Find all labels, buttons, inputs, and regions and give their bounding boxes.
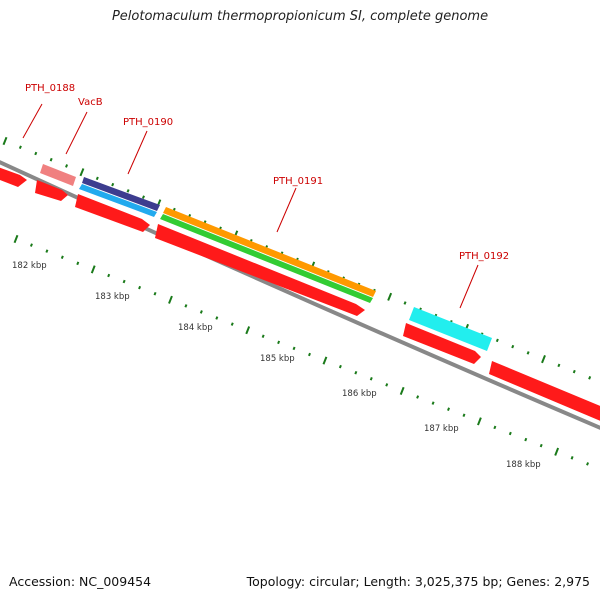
gene-cds-0187[interactable] — [0, 166, 27, 187]
inner-tick — [45, 249, 49, 253]
inner-tick — [354, 370, 358, 375]
inner-tick — [168, 295, 173, 304]
outer-tick — [49, 157, 53, 162]
label-vacb[interactable]: VacB — [78, 97, 103, 108]
gene-cds-0192[interactable] — [403, 323, 481, 364]
inner-tick — [399, 386, 405, 396]
outer-tick — [141, 195, 145, 199]
gene-feature-0190-blue[interactable] — [79, 184, 157, 217]
outer-tick — [495, 338, 499, 343]
scale-label-183: 183 kbp — [95, 292, 130, 302]
callout-pth-0192 — [459, 264, 479, 309]
outer-tick — [79, 168, 85, 177]
scale-labels: 182 kbp 183 kbp 184 kbp 185 kbp 186 kbp … — [12, 261, 541, 470]
inner-tick — [308, 352, 311, 357]
map-title: Pelotomaculum thermopropionicum SI, comp… — [111, 9, 489, 24]
gene-feature-0190-navy[interactable] — [82, 177, 160, 211]
inner-tick — [462, 413, 466, 418]
callout-pth-0190 — [127, 130, 148, 175]
label-pth-0190[interactable]: PTH_0190 — [123, 117, 173, 128]
label-pth-0191[interactable]: PTH_0191 — [273, 176, 323, 187]
gene-cds-0190[interactable] — [75, 194, 150, 232]
inner-tick — [322, 356, 328, 365]
inner-tick — [76, 261, 80, 266]
inner-tick — [447, 407, 451, 411]
inner-tick — [277, 340, 281, 345]
gene-feature-0191-green[interactable] — [160, 214, 373, 303]
inner-tick — [539, 443, 543, 448]
inner-tick — [385, 383, 389, 387]
outer-tick — [557, 363, 561, 368]
gene-features[interactable] — [0, 164, 600, 425]
inner-tick — [261, 334, 265, 339]
inner-tick — [230, 322, 234, 326]
inner-tick — [90, 265, 96, 274]
accession-text: Accession: NC_009454 — [9, 574, 152, 589]
outer-tick — [126, 189, 130, 193]
outer-tick — [95, 176, 99, 181]
scale-label-182: 182 kbp — [12, 261, 47, 271]
inner-tick — [416, 395, 420, 399]
inner-tick — [292, 346, 296, 351]
outer-tick — [588, 376, 592, 380]
outer-tick — [511, 344, 515, 349]
inner-tick — [338, 364, 342, 369]
outer-tick — [18, 145, 22, 149]
label-pth-0192[interactable]: PTH_0192 — [459, 251, 509, 262]
outer-tick — [65, 164, 69, 168]
inner-tick — [60, 255, 64, 259]
outer-tick — [387, 292, 393, 301]
outer-tick — [572, 369, 576, 374]
gene-cds-0188[interactable] — [35, 180, 68, 201]
inner-tick — [554, 447, 560, 456]
inner-tick — [29, 243, 33, 247]
scale-label-184: 184 kbp — [178, 323, 213, 333]
outer-tick-track — [2, 136, 592, 380]
inner-tick-track — [13, 234, 590, 466]
inner-tick — [508, 431, 512, 436]
inner-tick — [570, 456, 574, 460]
label-callouts — [22, 103, 479, 309]
inner-tick — [13, 234, 19, 244]
gene-labels: PTH_0188 VacB PTH_0190 PTH_0191 PTH_0192 — [25, 83, 509, 262]
inner-tick — [199, 310, 203, 314]
inner-tick — [431, 401, 435, 405]
gene-feature-0192-cyan[interactable] — [409, 307, 492, 351]
inner-tick — [153, 291, 157, 296]
inner-tick — [107, 273, 111, 278]
inner-tick — [138, 285, 142, 290]
inner-tick — [524, 437, 528, 442]
callout-vacb — [65, 111, 88, 155]
outer-tick — [403, 301, 407, 305]
inner-tick — [122, 279, 126, 284]
outer-tick — [34, 151, 38, 156]
outer-tick — [541, 355, 546, 364]
outer-tick — [111, 182, 115, 187]
gene-cds-0193[interactable] — [489, 361, 600, 425]
inner-tick — [215, 316, 219, 320]
label-pth-0188[interactable]: PTH_0188 — [25, 83, 75, 94]
scale-label-187: 187 kbp — [424, 424, 459, 434]
outer-tick — [2, 136, 8, 146]
inner-tick — [245, 326, 251, 335]
outer-tick — [526, 351, 530, 355]
callout-pth-0191 — [276, 187, 297, 233]
inner-tick — [586, 462, 590, 466]
inner-tick — [369, 377, 373, 381]
inner-tick — [184, 304, 188, 308]
gene-feature-0191-orange[interactable] — [163, 207, 376, 297]
callout-pth-0188 — [22, 103, 43, 139]
scale-label-188: 188 kbp — [506, 460, 541, 470]
gene-feature-vacb[interactable] — [40, 164, 76, 186]
scale-label-186: 186 kbp — [342, 389, 377, 399]
gene-cds-0191[interactable] — [155, 224, 365, 316]
scale-label-185: 185 kbp — [260, 354, 295, 364]
topology-text: Topology: circular; Length: 3,025,375 bp… — [246, 574, 590, 589]
inner-tick — [477, 417, 482, 426]
inner-tick — [493, 425, 497, 430]
